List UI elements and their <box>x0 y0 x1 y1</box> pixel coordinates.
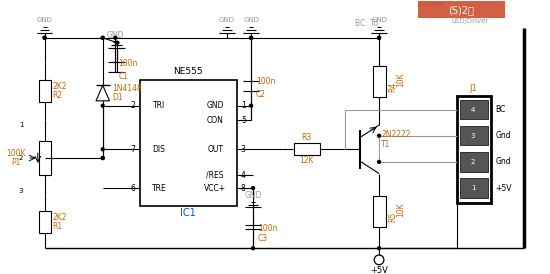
Circle shape <box>378 36 381 39</box>
Text: 100n: 100n <box>258 224 277 233</box>
Text: 1: 1 <box>19 122 23 128</box>
Text: LED/Driver: LED/Driver <box>452 18 489 24</box>
Bar <box>460 100 488 119</box>
Text: 4: 4 <box>471 107 475 113</box>
Bar <box>140 79 236 206</box>
Text: 8: 8 <box>241 184 246 193</box>
Text: 2: 2 <box>471 159 475 165</box>
Circle shape <box>250 104 252 107</box>
Text: 10K: 10K <box>397 72 405 87</box>
Text: C3: C3 <box>258 234 268 243</box>
Text: R5: R5 <box>388 212 397 222</box>
Text: +5V: +5V <box>370 266 388 274</box>
Text: 7: 7 <box>130 145 135 154</box>
Text: 3: 3 <box>241 145 246 154</box>
Circle shape <box>378 161 381 163</box>
Bar <box>460 152 488 172</box>
Text: GND: GND <box>371 17 387 23</box>
Text: 2N2222: 2N2222 <box>381 130 410 139</box>
Text: 6: 6 <box>130 184 135 193</box>
Circle shape <box>43 36 46 39</box>
Bar <box>460 178 488 198</box>
Bar <box>39 211 51 233</box>
Bar <box>39 141 51 175</box>
Circle shape <box>43 36 46 39</box>
Circle shape <box>250 36 252 39</box>
Circle shape <box>250 36 252 39</box>
Text: Gnd: Gnd <box>496 157 511 166</box>
Circle shape <box>101 36 104 39</box>
Text: D1: D1 <box>112 93 123 102</box>
Text: T1: T1 <box>381 140 390 149</box>
Bar <box>373 196 386 227</box>
Text: R2: R2 <box>52 92 63 101</box>
Text: 3: 3 <box>471 133 475 139</box>
Circle shape <box>101 148 104 151</box>
Text: R1: R1 <box>52 222 63 231</box>
Circle shape <box>101 156 104 159</box>
Text: BC: BC <box>496 105 505 114</box>
Text: NE555: NE555 <box>173 67 203 76</box>
Text: GND: GND <box>219 17 235 23</box>
Text: J1: J1 <box>469 84 477 93</box>
Text: GND: GND <box>107 31 124 40</box>
Text: 10K: 10K <box>397 202 405 217</box>
Text: Gnd: Gnd <box>496 131 511 140</box>
Bar <box>460 126 488 145</box>
Text: 1: 1 <box>241 101 246 110</box>
Bar <box>294 144 320 155</box>
Text: +5V: +5V <box>496 184 512 193</box>
Text: C1: C1 <box>118 72 128 81</box>
Text: 100K: 100K <box>6 149 25 158</box>
Text: C2: C2 <box>256 90 266 99</box>
Circle shape <box>378 247 381 250</box>
Bar <box>373 66 386 97</box>
Text: GND: GND <box>37 17 52 23</box>
Circle shape <box>101 36 104 39</box>
Circle shape <box>114 36 117 39</box>
Text: 12K: 12K <box>299 156 314 165</box>
Text: /RES: /RES <box>206 171 224 180</box>
Text: BC: To: BC: To <box>355 19 378 28</box>
Text: DIS: DIS <box>152 145 166 154</box>
Circle shape <box>378 134 381 137</box>
Circle shape <box>116 41 119 44</box>
Circle shape <box>251 247 255 250</box>
Text: P1: P1 <box>11 158 20 167</box>
Text: 2: 2 <box>19 155 23 161</box>
Text: 2K2: 2K2 <box>52 213 67 222</box>
Bar <box>456 96 491 203</box>
Text: 1: 1 <box>471 185 475 191</box>
Text: CON: CON <box>207 116 224 125</box>
Text: R3: R3 <box>301 133 311 142</box>
Circle shape <box>251 187 255 190</box>
Text: IC1: IC1 <box>180 208 196 218</box>
Text: TRE: TRE <box>152 184 166 193</box>
Text: R4: R4 <box>388 82 397 92</box>
Text: 3: 3 <box>19 188 23 194</box>
Bar <box>418 1 505 18</box>
Text: (S)2年: (S)2年 <box>449 5 475 15</box>
Text: 2K2: 2K2 <box>52 82 67 91</box>
Text: 2: 2 <box>130 101 135 110</box>
Circle shape <box>378 36 381 39</box>
Polygon shape <box>96 85 109 101</box>
Text: 100n: 100n <box>118 59 138 68</box>
Bar <box>39 81 51 102</box>
Text: VCC+: VCC+ <box>204 184 226 193</box>
Text: GND: GND <box>206 101 224 110</box>
Circle shape <box>101 104 104 107</box>
Text: TRI: TRI <box>153 101 165 110</box>
Text: GND: GND <box>243 17 259 23</box>
Text: jlaxianu: jlaxianu <box>418 1 446 7</box>
Text: OUT: OUT <box>207 145 223 154</box>
Text: 1N4148: 1N4148 <box>112 84 142 93</box>
Text: GND: GND <box>244 191 262 200</box>
Text: 5: 5 <box>241 116 246 125</box>
Text: 4: 4 <box>241 171 246 180</box>
Text: 100n: 100n <box>256 77 276 86</box>
Circle shape <box>101 156 104 159</box>
